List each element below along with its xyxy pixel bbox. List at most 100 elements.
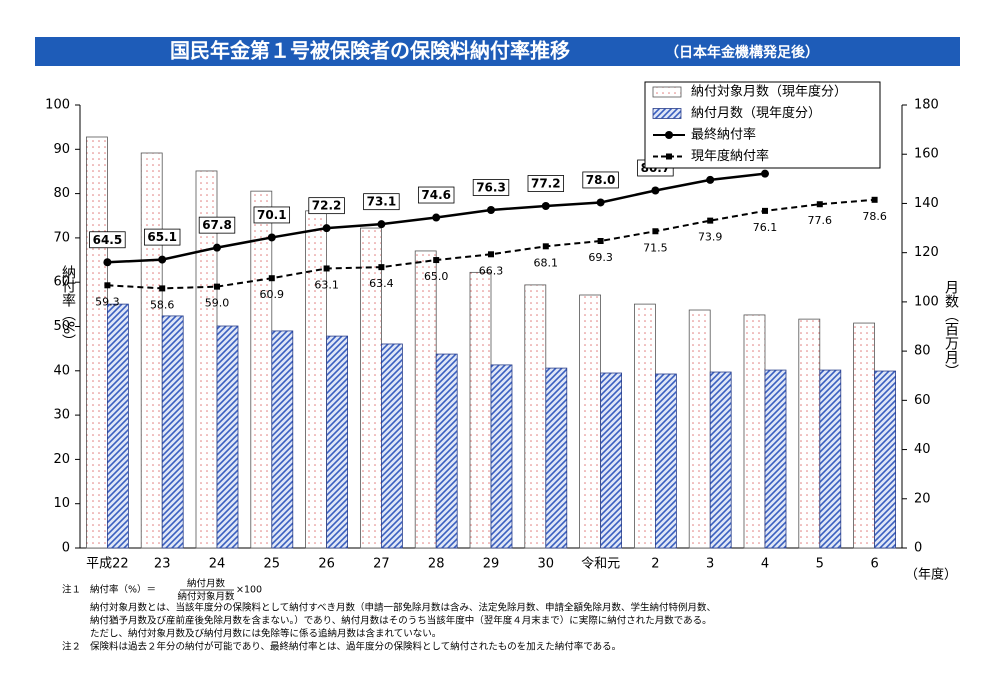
bar xyxy=(86,136,108,549)
bar xyxy=(250,190,273,549)
notes: 注１ 納付率（%）＝ 納付月数 納付対象月数 ×100 納付対象月数とは、当該年… xyxy=(62,578,716,653)
legend-label: 現年度納付率 xyxy=(691,148,769,164)
marker xyxy=(487,205,495,214)
data-label: 66.3 xyxy=(479,264,504,277)
legend-label: 最終納付率 xyxy=(691,127,756,143)
note-text: 保険料は過去２年分の納付が可能であり、最終納付率とは、過年度分の保険料として納付… xyxy=(90,641,621,653)
data-label: 65.0 xyxy=(424,270,449,283)
x-tick-label: 平成22 xyxy=(86,557,129,572)
marker xyxy=(377,220,386,229)
x-tick-label: 24 xyxy=(209,557,226,572)
y2-tick-label: 160 xyxy=(914,147,939,162)
bar xyxy=(161,315,184,549)
data-label: 65.1 xyxy=(147,230,177,244)
bar xyxy=(107,303,129,549)
marker xyxy=(322,224,331,233)
y2-tick-label: 80 xyxy=(914,344,931,359)
y2-tick-label: 140 xyxy=(914,196,939,211)
x-tick-label: 28 xyxy=(428,557,445,572)
data-label: 64.5 xyxy=(93,233,123,247)
marker xyxy=(541,202,550,211)
marker xyxy=(596,198,605,207)
data-label: 78.6 xyxy=(862,210,887,223)
title-bar xyxy=(35,37,960,66)
bar xyxy=(798,318,821,549)
x-tick-label: 25 xyxy=(264,557,281,572)
bar xyxy=(545,367,568,549)
bar xyxy=(359,227,382,549)
bar xyxy=(709,371,732,549)
bar xyxy=(216,325,239,549)
legend-swatch xyxy=(652,108,682,119)
data-label: 77.2 xyxy=(531,177,561,191)
formula-denominator: 納付対象月数 xyxy=(177,591,235,603)
data-label: 60.9 xyxy=(260,288,285,301)
y2-tick-label: 40 xyxy=(914,442,931,457)
marker xyxy=(267,233,276,242)
legend-swatch xyxy=(652,86,682,98)
x-tick-label: 3 xyxy=(706,557,714,572)
x-tick-label: 令和元 xyxy=(581,557,620,572)
label-box xyxy=(143,228,181,246)
legend xyxy=(644,81,881,169)
marker xyxy=(378,264,385,271)
label-box xyxy=(198,216,236,234)
label-box xyxy=(417,186,455,204)
bar xyxy=(853,322,875,549)
y2-tick-label: 180 xyxy=(914,98,939,113)
data-label: 59.3 xyxy=(95,295,120,308)
y-tick-label: 30 xyxy=(53,408,70,423)
chart-subtitle: （日本年金機構発足後） xyxy=(665,44,819,61)
y-tick-label: 70 xyxy=(53,230,70,245)
y-tick-label: 60 xyxy=(53,275,70,290)
note-text: ただし、納付対象月数及び納付月数には免除等に係る追納月数は含まれていない。 xyxy=(90,628,441,640)
bar xyxy=(380,343,403,549)
bar xyxy=(305,210,328,549)
label-box xyxy=(472,179,510,196)
data-label: 63.1 xyxy=(314,278,339,291)
marker xyxy=(213,243,221,252)
legend-label: 納付月数（現年度分） xyxy=(691,105,821,121)
data-label: 78.0 xyxy=(586,173,616,187)
bar xyxy=(524,284,547,549)
data-label: 73.9 xyxy=(698,231,723,244)
data-label: 63.4 xyxy=(369,277,394,290)
data-label: 74.6 xyxy=(421,188,451,202)
note-text: 納付猶予月数及び産前産後免除月数を含まない。）であり、納付月数はそのうち当該年度… xyxy=(90,615,712,627)
x-tick-label: 2 xyxy=(651,557,659,572)
data-label: 73.1 xyxy=(367,195,397,209)
y2-tick-label: 120 xyxy=(914,245,939,260)
marker xyxy=(816,201,823,208)
data-label: 69.3 xyxy=(588,251,613,264)
marker xyxy=(542,243,549,250)
marker xyxy=(158,255,167,264)
y2-tick-label: 20 xyxy=(914,491,931,506)
data-label: 68.1 xyxy=(534,256,559,269)
data-label: 59.0 xyxy=(205,297,230,310)
y2-tick-label: 100 xyxy=(914,294,939,309)
data-label: 67.8 xyxy=(202,218,232,232)
bar xyxy=(271,330,294,549)
bar xyxy=(874,370,896,549)
marker xyxy=(159,285,166,292)
x-tick-label: 30 xyxy=(538,557,555,572)
y-tick-label: 90 xyxy=(53,142,70,157)
bar xyxy=(634,303,656,549)
bar xyxy=(140,152,163,549)
formula-numerator: 納付月数 xyxy=(187,578,226,590)
y2-tick-label: 0 xyxy=(914,541,922,556)
x-tick-label: 5 xyxy=(816,557,824,572)
note-label: 注２ xyxy=(62,641,81,653)
bar xyxy=(435,353,458,549)
marker xyxy=(488,251,494,258)
x-tick-label: 26 xyxy=(318,557,335,572)
marker xyxy=(104,282,111,289)
data-label: 71.5 xyxy=(643,241,668,254)
bar xyxy=(326,335,349,549)
marker xyxy=(762,207,768,214)
y2-tick-label: 60 xyxy=(914,393,931,408)
label-box xyxy=(582,171,619,189)
legend-swatch xyxy=(665,131,673,139)
bar xyxy=(469,271,492,549)
